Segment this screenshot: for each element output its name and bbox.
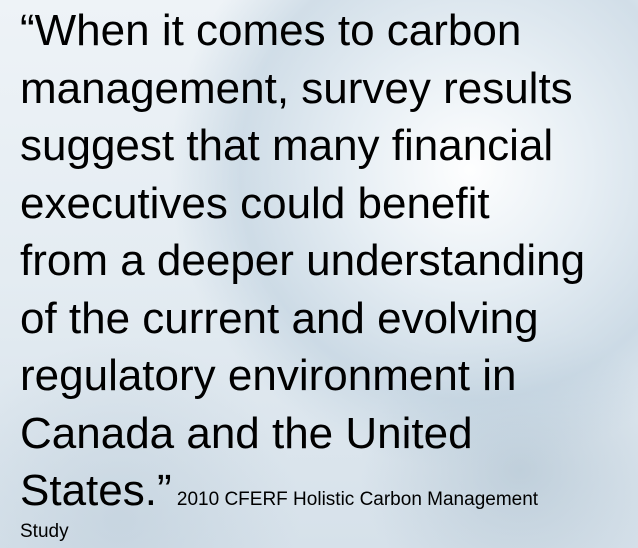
quote-line: executives could benefit [20,175,636,233]
quote-line: management, survey results [20,60,636,118]
quote: “When it comes to carbon management, sur… [20,2,636,544]
quote-line: “When it comes to carbon [20,2,636,60]
quote-line: regulatory environment in [20,347,636,405]
quote-line: of the current and evolving [20,290,636,348]
quote-line: from a deeper understanding [20,232,636,290]
slide: “When it comes to carbon management, sur… [0,0,638,548]
quote-line: Canada and the United [20,405,636,463]
quote-line: suggest that many financial [20,117,636,175]
quote-line: States.” [20,466,172,515]
quote-end: States.” 2010 CFERF Holistic Carbon Mana… [20,462,580,544]
